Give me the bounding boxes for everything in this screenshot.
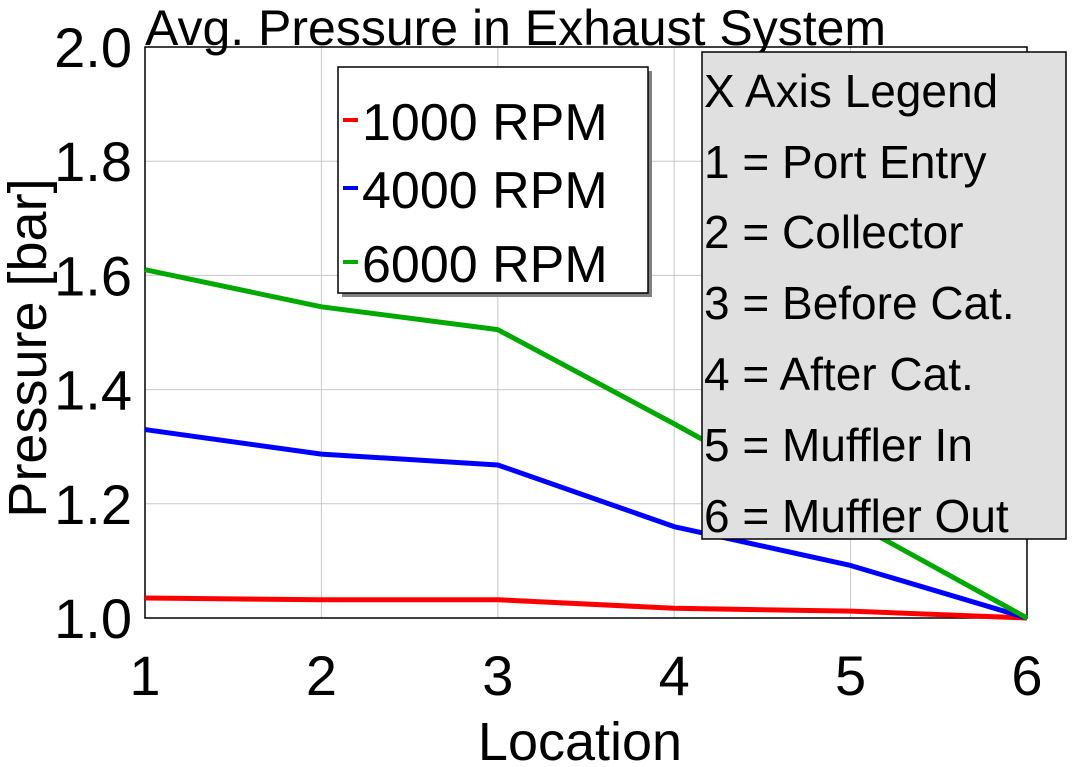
x-tick-label: 6 — [1011, 644, 1042, 707]
legend-label-1000-rpm: 1000 RPM — [362, 94, 608, 152]
x-axis-label: Location — [478, 712, 682, 767]
x-tick-label: 3 — [482, 644, 513, 707]
x-axis-legend-box: X Axis Legend 1 = Port Entry 2 = Collect… — [701, 51, 1067, 542]
series-line-1000-rpm — [144, 595, 1028, 621]
x-tick-label: 4 — [659, 644, 690, 707]
y-axis-label: Pressure [bar] — [0, 178, 58, 517]
x-axis-legend-line-4: 4 = After Cat. — [704, 348, 974, 400]
x-axis-legend-line-2: 2 = Collector — [704, 206, 964, 258]
x-tick-label: 5 — [835, 644, 866, 707]
legend-label-4000-rpm: 4000 RPM — [362, 162, 608, 220]
y-axis-ticks: 1.0 1.2 1.4 1.6 1.8 2.0 — [54, 16, 132, 650]
x-axis-legend-line-1: 1 = Port Entry — [704, 136, 987, 188]
x-tick-label: 2 — [306, 644, 337, 707]
legend: 1000 RPM 4000 RPM 6000 RPM — [337, 66, 652, 297]
x-axis-ticks: 1 2 3 4 5 6 — [129, 644, 1042, 707]
y-tick-label: 1.4 — [54, 359, 132, 422]
legend-label-6000-rpm: 6000 RPM — [362, 236, 608, 294]
x-axis-legend-line-5: 5 = Muffler In — [704, 419, 973, 471]
x-axis-legend-title: X Axis Legend — [704, 65, 998, 117]
y-tick-label: 1.2 — [54, 473, 132, 536]
chart-title: Avg. Pressure in Exhaust System — [145, 0, 886, 56]
x-axis-legend-line-6: 6 = Muffler Out — [704, 490, 1009, 542]
y-tick-label: 1.6 — [54, 244, 132, 307]
series-line-4000-rpm — [144, 427, 1028, 621]
x-axis-legend-line-3: 3 = Before Cat. — [704, 277, 1015, 329]
y-tick-label: 1.8 — [54, 130, 132, 193]
x-tick-label: 1 — [129, 644, 160, 707]
y-tick-label: 1.0 — [54, 587, 132, 650]
y-tick-label: 2.0 — [54, 16, 132, 79]
